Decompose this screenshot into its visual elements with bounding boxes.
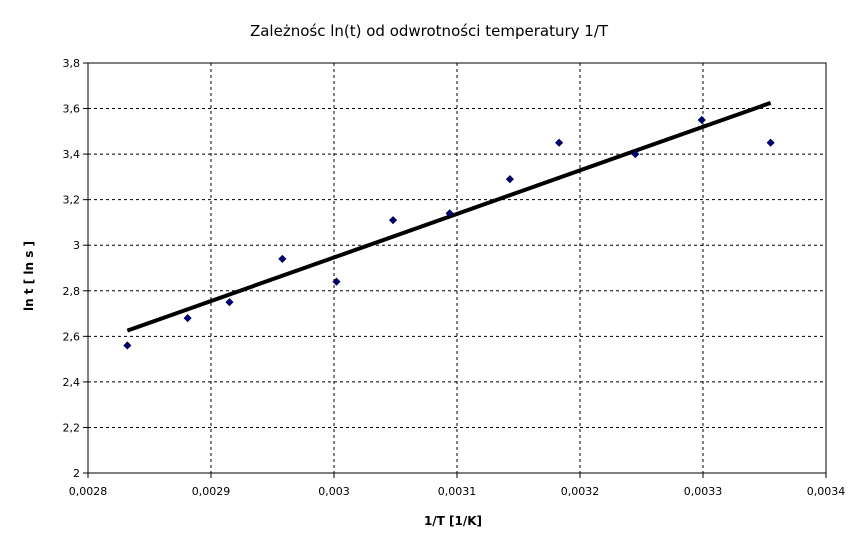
- y-tick-label: 2: [73, 467, 80, 480]
- axes: [83, 62, 827, 478]
- data-point: [278, 254, 287, 263]
- y-axis-title: ln t [ ln s ]: [22, 241, 36, 311]
- data-point: [631, 150, 640, 159]
- chart-title: Zależnośc ln(t) od odwrotności temperatu…: [250, 22, 609, 40]
- x-tick-label: 0,0028: [69, 485, 108, 498]
- x-tick-label: 0,0029: [192, 485, 231, 498]
- x-tick-label: 0,0032: [561, 485, 600, 498]
- y-tick-label: 3,6: [63, 103, 81, 116]
- y-tick-label: 3,2: [63, 194, 81, 207]
- x-tick-labels: 0,0028 0,0029 0,003 0,0031 0,0032 0,0033 0,003…: [69, 485, 846, 498]
- x-tick-label: 0,0031: [438, 485, 477, 498]
- data-point: [332, 277, 341, 286]
- data-point: [445, 209, 454, 218]
- data-point: [388, 216, 398, 225]
- y-tick-label: 3,4: [63, 148, 81, 161]
- data-point: [225, 298, 234, 307]
- y-tick-label: 2,8: [63, 285, 81, 298]
- data-point: [697, 115, 706, 125]
- x-tick-label: 0,0034: [807, 485, 846, 498]
- y-tick-label: 2,6: [63, 330, 81, 343]
- y-tick-label: 2,4: [63, 376, 81, 389]
- y-tick-label: 3: [73, 239, 80, 252]
- x-tick-label: 0,003: [318, 485, 350, 498]
- data-point: [555, 138, 564, 147]
- y-tick-label: 3,8: [63, 57, 81, 70]
- data-point: [505, 175, 514, 184]
- x-tick-label: 0,0033: [684, 485, 723, 498]
- data-point: [766, 138, 775, 147]
- x-axis-title: 1/T [1/K]: [424, 514, 482, 528]
- data-point: [123, 341, 132, 350]
- data-points: [123, 115, 775, 350]
- y-tick-labels: 2 2,2 2,4 2,6 2,8 3 3,2 3,4 3,6 3,8: [63, 57, 81, 480]
- y-tick-label: 2,2: [63, 421, 81, 434]
- data-point: [183, 314, 192, 323]
